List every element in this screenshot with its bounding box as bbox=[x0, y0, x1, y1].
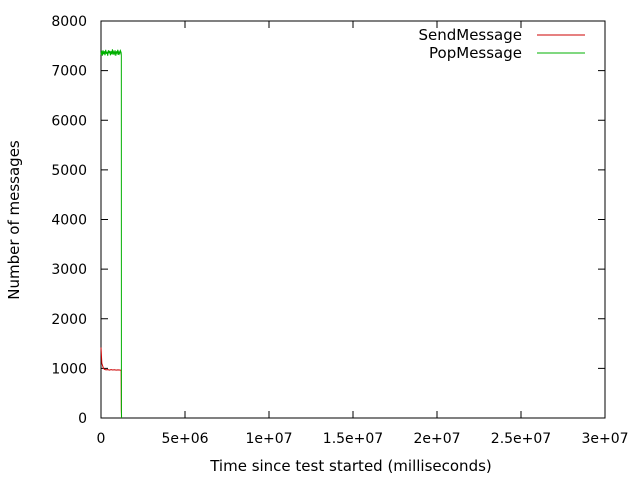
x-tick-label: 1.5e+07 bbox=[323, 431, 383, 447]
plot-frame bbox=[100, 20, 606, 419]
series-line-popmessage bbox=[100, 48, 123, 419]
y-tick-label: 5000 bbox=[51, 163, 87, 179]
y-tick-label: 0 bbox=[78, 411, 87, 427]
x-tick-label: 1e+07 bbox=[245, 431, 292, 447]
legend-label-sendmessage: SendMessage bbox=[418, 26, 522, 44]
legend-label-popmessage: PopMessage bbox=[429, 44, 522, 62]
y-tick-label: 1000 bbox=[51, 361, 87, 377]
series-lines bbox=[100, 48, 123, 419]
x-tick-label: 5e+06 bbox=[161, 431, 208, 447]
y-tick-label: 8000 bbox=[51, 14, 87, 30]
x-tick-label: 2.5e+07 bbox=[491, 431, 551, 447]
x-tick-label: 3e+07 bbox=[581, 431, 628, 447]
y-tick-label: 3000 bbox=[51, 262, 87, 278]
y-tick-label: 4000 bbox=[51, 213, 87, 229]
x-tick-label: 0 bbox=[97, 431, 106, 447]
plot-border bbox=[100, 20, 606, 419]
axis-ticks: 0 5e+06 1e+07 1.5e+07 2e+07 2.5e+07 3e+07 0 1000… bbox=[51, 14, 628, 447]
x-tick-label: 2e+07 bbox=[413, 431, 460, 447]
series-line-sendmessage bbox=[100, 347, 122, 419]
y-tick-label: 6000 bbox=[51, 113, 87, 129]
x-axis-title: Time since test started (milliseconds) bbox=[209, 457, 492, 475]
y-axis-title: Number of messages bbox=[5, 140, 23, 300]
y-tick-label: 2000 bbox=[51, 312, 87, 328]
y-tick-label: 7000 bbox=[51, 64, 87, 80]
